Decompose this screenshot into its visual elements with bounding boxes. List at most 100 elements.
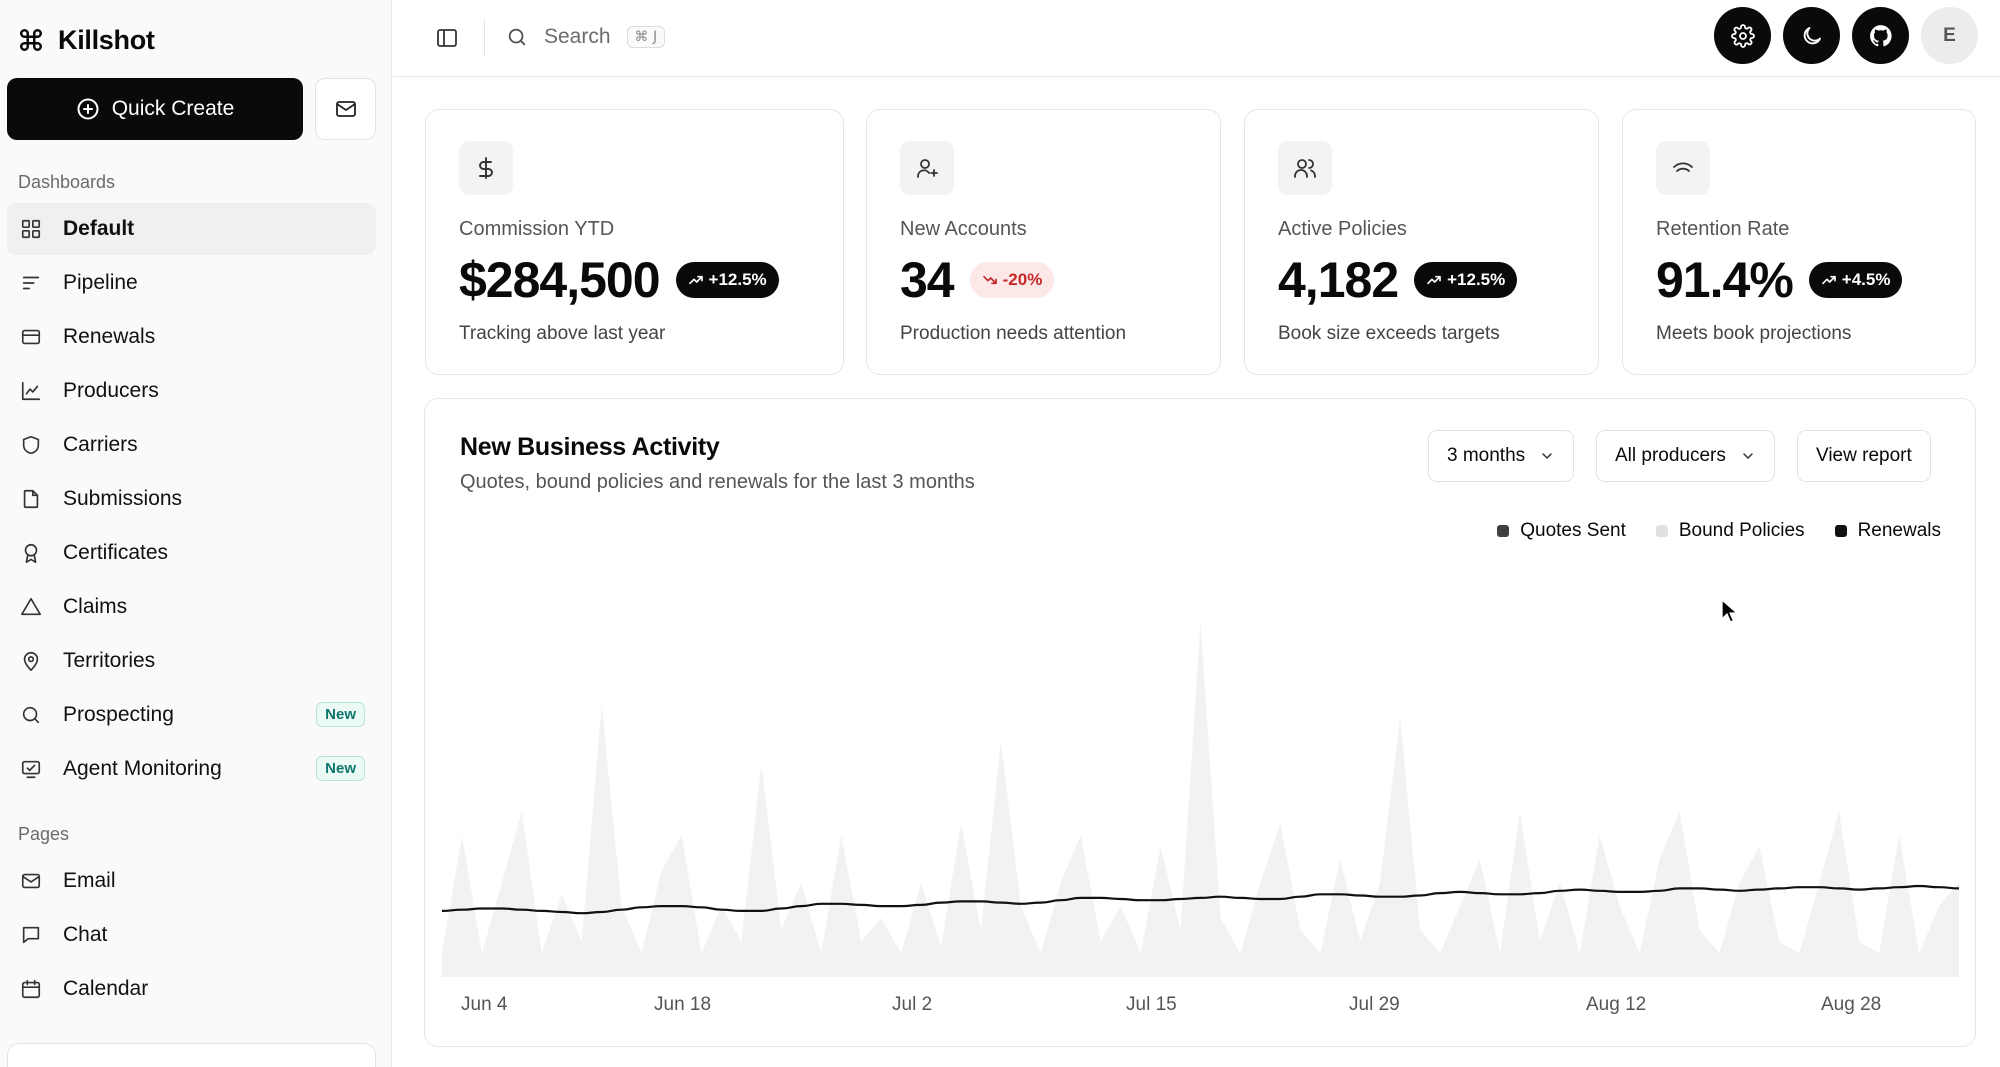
calendar-icon: [19, 977, 43, 1001]
stat-title: Active Policies: [1278, 218, 1407, 240]
stat-subtitle: Production needs attention: [900, 323, 1127, 344]
user-plus-icon: [900, 141, 954, 195]
sidebar-item-certificates[interactable]: Certificates: [7, 527, 376, 579]
sidebar-footer-card[interactable]: [7, 1043, 376, 1067]
grid-icon: [19, 217, 43, 241]
github-button[interactable]: [1852, 7, 1909, 64]
sidebar-item-label: Submissions: [63, 487, 183, 510]
chevron-down-icon: [1539, 448, 1555, 464]
trend-value: +4.5%: [1841, 270, 1891, 289]
trend-up-icon: [1821, 272, 1837, 288]
chat-bubble-icon: [19, 923, 43, 947]
legend-label: Quotes Sent: [1520, 520, 1626, 541]
monitor-icon: [19, 757, 43, 781]
sidebar-item-label: Territories: [63, 649, 156, 672]
sidebar-item-prospecting[interactable]: Prospecting New: [7, 689, 376, 741]
trend-up-icon: [688, 272, 704, 288]
sidebar-item-renewals[interactable]: Renewals: [7, 311, 376, 363]
legend-swatch: [1655, 525, 1668, 537]
stat-subtitle: Meets book projections: [1656, 323, 1852, 344]
shield-icon: [19, 433, 43, 457]
time-range-select[interactable]: 3 months: [1428, 430, 1575, 482]
panel-left-icon: [435, 26, 459, 50]
trend-badge: +12.5%: [1414, 262, 1518, 298]
sidebar-item-email[interactable]: Email: [7, 855, 376, 907]
inbox-button[interactable]: [315, 78, 376, 140]
legend-item-renewals[interactable]: Renewals: [1834, 520, 1941, 542]
chevron-down-icon: [1740, 448, 1756, 464]
quick-create-label: Quick Create: [111, 97, 235, 120]
view-report-label: View report: [1816, 445, 1912, 466]
quick-create-button[interactable]: Quick Create: [7, 78, 303, 140]
plus-circle-icon: [76, 97, 100, 121]
producer-select[interactable]: All producers: [1596, 430, 1775, 482]
moon-icon: [1800, 24, 1824, 48]
search-icon: [506, 26, 528, 48]
mouse-cursor-icon: [1720, 598, 1740, 624]
stat-title: New Accounts: [900, 218, 1027, 240]
sidebar-item-label: Pipeline: [63, 271, 138, 294]
legend-swatch: [1497, 525, 1510, 537]
trend-badge: +12.5%: [675, 262, 779, 298]
stat-subtitle: Tracking above last year: [459, 323, 666, 344]
sidebar-item-label: Renewals: [63, 325, 156, 348]
stat-title: Commission YTD: [459, 218, 615, 240]
new-business-activity-card: New Business Activity Quotes, bound poli…: [424, 398, 1976, 1047]
stat-card-commission: Commission YTD $284,500 +12.5% Tracking …: [425, 109, 844, 375]
chart-legend: Quotes Sent Bound Policies Renewals: [1497, 520, 1941, 542]
award-icon: [19, 541, 43, 565]
producer-value: All producers: [1615, 445, 1726, 466]
legend-item-quotes-sent[interactable]: Quotes Sent: [1497, 520, 1626, 542]
file-icon: [19, 487, 43, 511]
users-icon: [1278, 141, 1332, 195]
gear-icon: [1730, 23, 1755, 48]
sidebar-item-label: Claims: [63, 595, 128, 618]
brand[interactable]: Killshot: [18, 20, 155, 60]
sidebar-item-agent-monitoring[interactable]: Agent Monitoring New: [7, 743, 376, 795]
mail-icon: [334, 97, 358, 121]
trend-up-icon: [1426, 272, 1442, 288]
activity-chart: Jun 4 Jun 18 Jul 2 Jul 15 Jul 29 Aug 12 Aug 28: [441, 622, 1960, 1015]
x-tick-label: Jul 2: [892, 994, 932, 1015]
sidebar-item-submissions[interactable]: Submissions: [7, 473, 376, 525]
sidebar-item-default[interactable]: Default: [7, 203, 376, 255]
sidebar-item-carriers[interactable]: Carriers: [7, 419, 376, 471]
sidebar-item-label: Default: [63, 217, 135, 240]
chart-description: Quotes, bound policies and renewals for …: [460, 471, 975, 493]
sidebar-item-label: Agent Monitoring: [63, 757, 222, 780]
sidebar-item-label: Producers: [63, 379, 159, 402]
legend-item-bound-policies[interactable]: Bound Policies: [1655, 520, 1805, 542]
sidebar-item-claims[interactable]: Claims: [7, 581, 376, 633]
sidebar-item-label: Chat: [63, 923, 108, 946]
command-icon: [18, 27, 44, 53]
arc-icon: [1656, 141, 1710, 195]
trend-badge: -20%: [969, 262, 1055, 298]
x-tick-label: Jul 29: [1349, 994, 1400, 1015]
stat-value: 4,182: [1278, 252, 1399, 308]
search-button[interactable]: Search ⌘ J: [506, 19, 706, 55]
sidebar-item-calendar[interactable]: Calendar: [7, 963, 376, 1015]
stat-card-new-accounts: New Accounts 34 -20% Production needs at…: [866, 109, 1221, 375]
view-report-button[interactable]: View report: [1797, 430, 1931, 482]
x-tick-label: Aug 28: [1821, 994, 1881, 1015]
sidebar-item-label: Email: [63, 869, 116, 892]
new-badge: New: [316, 702, 365, 727]
settings-button[interactable]: [1714, 7, 1771, 64]
app-name: Killshot: [58, 24, 155, 55]
sidebar-item-territories[interactable]: Territories: [7, 635, 376, 687]
stat-value: 34: [900, 252, 955, 308]
sidebar-toggle-button[interactable]: [431, 22, 463, 54]
avatar[interactable]: E: [1921, 7, 1978, 64]
theme-toggle-button[interactable]: [1783, 7, 1840, 64]
sidebar-item-label: Prospecting: [63, 703, 174, 726]
trend-value: -20%: [1002, 270, 1043, 289]
search-label: Search: [544, 25, 611, 48]
renewals-line: [441, 884, 1960, 915]
sidebar-item-chat[interactable]: Chat: [7, 909, 376, 961]
chart-title: New Business Activity: [460, 433, 720, 461]
section-label-pages: Pages: [18, 824, 70, 844]
mail-icon: [19, 869, 43, 893]
trend-badge: +4.5%: [1808, 262, 1903, 298]
sidebar-item-producers[interactable]: Producers: [7, 365, 376, 417]
sidebar-item-pipeline[interactable]: Pipeline: [7, 257, 376, 309]
